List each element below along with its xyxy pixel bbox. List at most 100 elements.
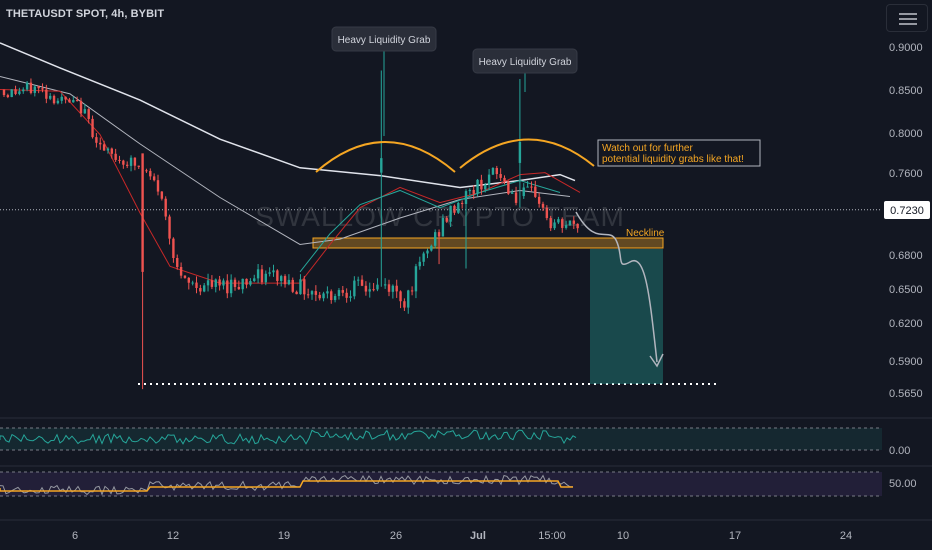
candle-body[interactable]: [337, 290, 341, 297]
candle-body[interactable]: [280, 276, 283, 281]
candle-body[interactable]: [72, 100, 75, 103]
candle-body[interactable]: [383, 284, 387, 286]
candle-body[interactable]: [22, 89, 25, 92]
candle-body[interactable]: [457, 202, 460, 213]
candle-body[interactable]: [341, 290, 344, 293]
candle-body[interactable]: [52, 95, 56, 104]
candle-body[interactable]: [291, 279, 294, 292]
candle-body[interactable]: [514, 192, 518, 203]
candle-body[interactable]: [102, 144, 106, 151]
candle-body[interactable]: [380, 158, 383, 173]
candle-body[interactable]: [168, 216, 171, 239]
candle-body[interactable]: [557, 219, 560, 223]
candle-body[interactable]: [511, 192, 514, 194]
candle-body[interactable]: [195, 282, 198, 288]
liquidity-callout-2-box[interactable]: [472, 48, 578, 74]
candle-body[interactable]: [495, 168, 498, 175]
candle-body[interactable]: [395, 285, 398, 292]
candle-body[interactable]: [18, 91, 21, 94]
candle-body[interactable]: [484, 184, 487, 190]
candle-body[interactable]: [572, 220, 575, 224]
candle-body[interactable]: [126, 164, 129, 166]
candle-body[interactable]: [114, 153, 117, 160]
candle-body[interactable]: [122, 160, 125, 165]
candle-body[interactable]: [172, 238, 175, 258]
candle-body[interactable]: [422, 253, 425, 262]
candle-body[interactable]: [445, 217, 448, 222]
candle-body[interactable]: [499, 174, 502, 178]
candle-body[interactable]: [306, 294, 310, 296]
candle-body[interactable]: [253, 278, 256, 281]
candle-body[interactable]: [229, 279, 233, 294]
candle-body[interactable]: [545, 207, 549, 219]
candle-body[interactable]: [87, 109, 90, 119]
candle-body[interactable]: [326, 291, 329, 294]
candle-body[interactable]: [295, 291, 298, 295]
candle-body[interactable]: [2, 89, 6, 96]
candle-body[interactable]: [45, 89, 48, 99]
candle-body[interactable]: [407, 290, 410, 308]
candle-body[interactable]: [480, 179, 483, 190]
candle-body[interactable]: [91, 118, 94, 138]
candle-body[interactable]: [237, 286, 241, 290]
candle-body[interactable]: [487, 174, 491, 185]
candle-body[interactable]: [553, 222, 556, 229]
candle-body[interactable]: [437, 232, 441, 237]
candle-body[interactable]: [449, 205, 452, 222]
candle-body[interactable]: [564, 225, 568, 228]
candle-body[interactable]: [203, 285, 206, 292]
candle-body[interactable]: [83, 109, 87, 114]
candle-body[interactable]: [145, 170, 148, 172]
candle-body[interactable]: [287, 279, 291, 285]
candle-body[interactable]: [322, 293, 325, 299]
candle-body[interactable]: [226, 280, 229, 294]
candle-body[interactable]: [537, 196, 541, 204]
candle-body[interactable]: [403, 301, 406, 308]
candle-body[interactable]: [133, 157, 137, 166]
candle-body[interactable]: [414, 266, 418, 292]
candle-body[interactable]: [468, 189, 472, 192]
candle-body[interactable]: [526, 186, 529, 188]
candle-body[interactable]: [141, 153, 144, 272]
candle-body[interactable]: [60, 96, 63, 101]
candle-body[interactable]: [260, 269, 264, 283]
candle-body[interactable]: [522, 187, 525, 197]
candle-body[interactable]: [222, 280, 225, 286]
candle-body[interactable]: [129, 157, 133, 166]
candle-body[interactable]: [391, 285, 395, 292]
candle-body[interactable]: [387, 284, 391, 292]
candle-body[interactable]: [99, 142, 102, 145]
candle-body[interactable]: [206, 280, 210, 286]
candle-body[interactable]: [345, 292, 348, 298]
candle-body[interactable]: [503, 177, 506, 182]
candle-body[interactable]: [49, 95, 52, 99]
candle-body[interactable]: [75, 100, 79, 102]
candle-body[interactable]: [434, 232, 437, 246]
menu-button[interactable]: [886, 4, 928, 32]
candle-body[interactable]: [183, 275, 187, 278]
price-axis[interactable]: 0.9000 0.8500 0.8000 0.7600 0.7230 0.6800 0.65…: [884, 42, 930, 490]
candle-body[interactable]: [476, 179, 479, 194]
candle-body[interactable]: [507, 181, 510, 194]
candle-body[interactable]: [137, 165, 140, 167]
candle-body[interactable]: [14, 89, 17, 94]
candle-body[interactable]: [268, 272, 271, 274]
candle-body[interactable]: [245, 278, 248, 285]
candle-body[interactable]: [187, 277, 190, 283]
candle-body[interactable]: [518, 142, 522, 163]
candle-body[interactable]: [534, 186, 537, 197]
candle-body[interactable]: [318, 294, 321, 299]
candle-body[interactable]: [349, 296, 352, 298]
candle-body[interactable]: [472, 189, 475, 194]
candle-body[interactable]: [256, 269, 260, 279]
candle-body[interactable]: [549, 218, 552, 229]
candle-body[interactable]: [160, 191, 164, 199]
current-price-tag[interactable]: [884, 201, 930, 219]
candle-body[interactable]: [264, 273, 267, 283]
candle-body[interactable]: [64, 96, 67, 100]
candle-body[interactable]: [410, 290, 414, 292]
candle-body[interactable]: [276, 270, 279, 281]
liquidity-callout-1-box[interactable]: [331, 26, 437, 52]
candle-body[interactable]: [441, 217, 445, 237]
